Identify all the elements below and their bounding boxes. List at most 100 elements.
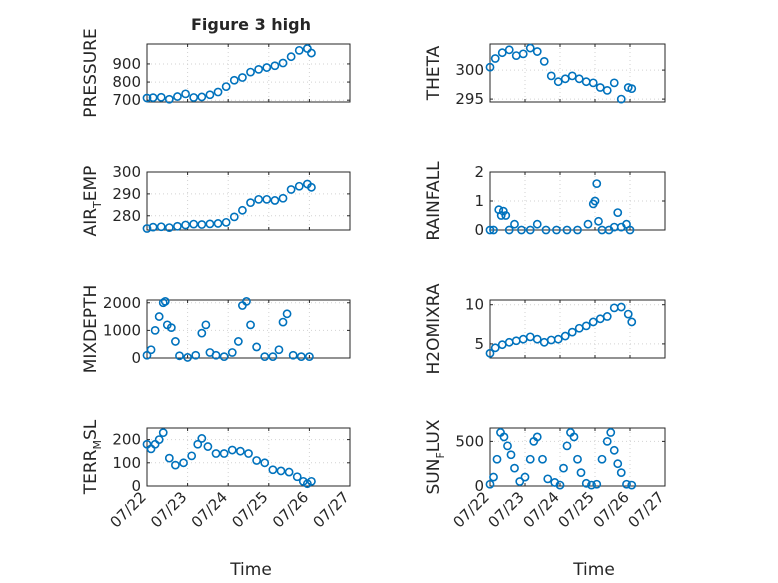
data-point — [148, 93, 158, 103]
plot-area — [147, 300, 350, 358]
data-point — [499, 432, 509, 442]
plot-area — [490, 300, 665, 358]
data-point — [205, 90, 215, 100]
y-tick-label: 0 — [474, 477, 484, 495]
data-point — [616, 468, 626, 478]
data-point — [304, 352, 314, 362]
data-point — [160, 296, 170, 306]
y-axis-label: H2OMIXRA — [424, 283, 444, 374]
data-point — [142, 224, 152, 233]
y-tick-label: 0 — [131, 349, 141, 367]
data-point — [532, 219, 542, 229]
data-point — [166, 323, 176, 333]
data-point — [278, 58, 288, 68]
data-point — [156, 222, 166, 232]
y-tick-label: 290 — [112, 185, 141, 203]
data-point — [510, 463, 519, 473]
data-point — [501, 211, 511, 220]
data-point — [260, 352, 270, 362]
y-tick-label: 700 — [112, 91, 141, 109]
data-point — [616, 302, 626, 312]
data-point — [627, 480, 637, 490]
data-point — [197, 92, 207, 102]
data-point — [181, 89, 190, 99]
data-point — [504, 45, 514, 55]
data-point — [504, 225, 514, 235]
data-point — [539, 57, 549, 66]
data-point — [613, 459, 623, 469]
data-point — [590, 196, 600, 206]
data-point — [154, 435, 164, 444]
data-point — [278, 193, 288, 203]
data-point — [221, 82, 231, 91]
data-point — [294, 181, 304, 191]
data-point — [525, 43, 535, 53]
data-point — [148, 222, 158, 232]
data-point — [569, 432, 579, 442]
data-point — [609, 78, 619, 88]
data-point — [497, 48, 507, 58]
data-point — [197, 434, 207, 443]
data-point — [246, 198, 255, 208]
data-point — [268, 465, 278, 475]
y-tick-label: 200 — [112, 431, 141, 449]
data-point — [506, 450, 516, 460]
data-point — [183, 353, 192, 362]
data-point — [233, 337, 243, 346]
y-tick-label: 1000 — [103, 321, 141, 339]
x-tick-label: 07/24 — [520, 488, 563, 531]
data-point — [574, 74, 584, 84]
data-point — [517, 225, 526, 235]
data-point — [274, 345, 284, 355]
data-point — [627, 84, 637, 94]
data-point — [238, 205, 247, 215]
data-point — [594, 216, 603, 226]
data-point — [498, 206, 508, 216]
axes-box — [489, 299, 666, 359]
axes-box — [146, 299, 351, 359]
plot-area — [147, 172, 350, 230]
data-point — [489, 225, 498, 235]
data-point — [235, 446, 245, 456]
data-point — [254, 194, 264, 204]
data-point — [142, 350, 152, 360]
subplot-theta: 295 300 THETA — [424, 43, 666, 108]
y-axis-label: TERRMSL — [81, 419, 104, 495]
data-point — [171, 460, 180, 470]
data-point — [292, 472, 302, 482]
data-point — [242, 296, 251, 306]
data-point — [307, 48, 316, 58]
data-point — [219, 449, 229, 458]
subplot-h2omixra: 5 10 H2OMIXRA — [424, 283, 666, 375]
y-tick-label: 0 — [474, 221, 484, 239]
data-point — [276, 466, 286, 476]
data-point — [189, 93, 199, 102]
y-tick-label: 300 — [455, 61, 484, 79]
data-point — [171, 337, 180, 346]
data-point — [227, 445, 237, 455]
data-point — [525, 225, 535, 235]
data-point — [286, 52, 296, 62]
data-point — [541, 225, 551, 235]
data-point — [496, 211, 506, 220]
data-point — [201, 320, 211, 330]
data-point — [179, 458, 188, 468]
data-point — [307, 476, 316, 486]
data-point — [156, 92, 166, 102]
data-point — [173, 92, 182, 101]
y-axis-label: THETA — [424, 45, 444, 101]
data-point — [284, 467, 294, 477]
axes-box — [146, 427, 351, 487]
data-point — [567, 327, 577, 337]
data-point — [573, 454, 582, 464]
data-point — [492, 454, 502, 464]
y-tick-label: 280 — [112, 207, 141, 225]
data-point — [173, 221, 182, 231]
data-point — [581, 478, 591, 488]
data-point — [538, 454, 547, 464]
y-tick-label: 5 — [474, 335, 484, 353]
x-tick-label: 07/22 — [107, 488, 150, 531]
